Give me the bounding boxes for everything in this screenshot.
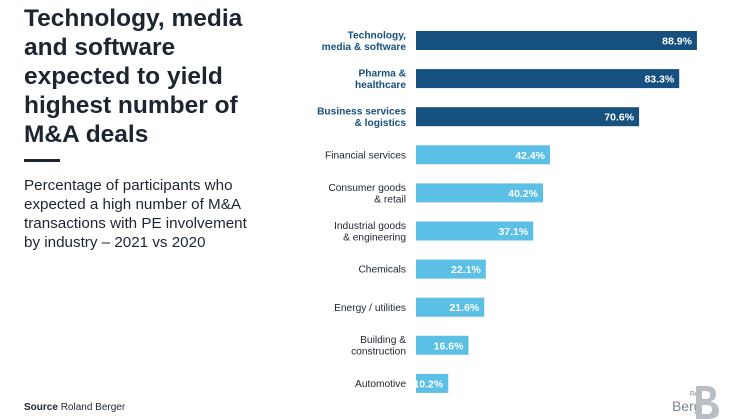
category-label-9: Automotive <box>355 379 406 390</box>
bar-9 <box>416 373 449 393</box>
source-note: Source Roland Berger <box>24 402 125 413</box>
bar-8 <box>416 335 469 355</box>
category-label-7: Energy / utilities <box>334 303 406 314</box>
value-label-8: 16.6% <box>434 340 464 352</box>
bar-6 <box>416 259 486 279</box>
bar-0 <box>416 31 697 50</box>
bar-5 <box>416 221 534 241</box>
category-label-1: Pharma & healthcare <box>355 68 407 91</box>
value-label-7: 21.6% <box>449 302 479 314</box>
category-label-3: Financial services <box>325 150 406 161</box>
value-label-9: 10.2% <box>413 378 443 390</box>
value-label-6: 22.1% <box>451 264 481 276</box>
source-name: Roland Berger <box>60 402 126 413</box>
value-label-4: 40.2% <box>508 188 538 200</box>
bar-2 <box>416 107 640 127</box>
bar-7 <box>416 297 485 317</box>
value-label-5: 37.1% <box>498 226 528 238</box>
value-label-3: 42.4% <box>515 150 545 162</box>
category-label-2: Business services & logistics <box>317 107 406 130</box>
bar-3 <box>416 145 550 165</box>
bar-4 <box>416 183 544 203</box>
category-label-4: Consumer goods & retail <box>328 183 406 206</box>
value-label-0: 88.9% <box>662 36 692 48</box>
source-label: Source <box>24 402 58 413</box>
category-label-6: Chemicals <box>358 265 406 276</box>
chart-subtitle: Percentage of participants who expected … <box>24 177 247 251</box>
bar-1 <box>416 69 680 89</box>
chart-title: Technology, media and software expected … <box>24 5 243 148</box>
value-label-2: 70.6% <box>604 112 634 124</box>
category-label-0: Technology, media & software <box>322 30 407 53</box>
logo-mark-icon <box>696 386 719 419</box>
category-label-8: Building & construction <box>351 335 406 358</box>
value-label-1: 83.3% <box>644 74 674 86</box>
category-label-5: Industrial goods & engineering <box>334 221 406 244</box>
title-divider <box>24 159 60 162</box>
